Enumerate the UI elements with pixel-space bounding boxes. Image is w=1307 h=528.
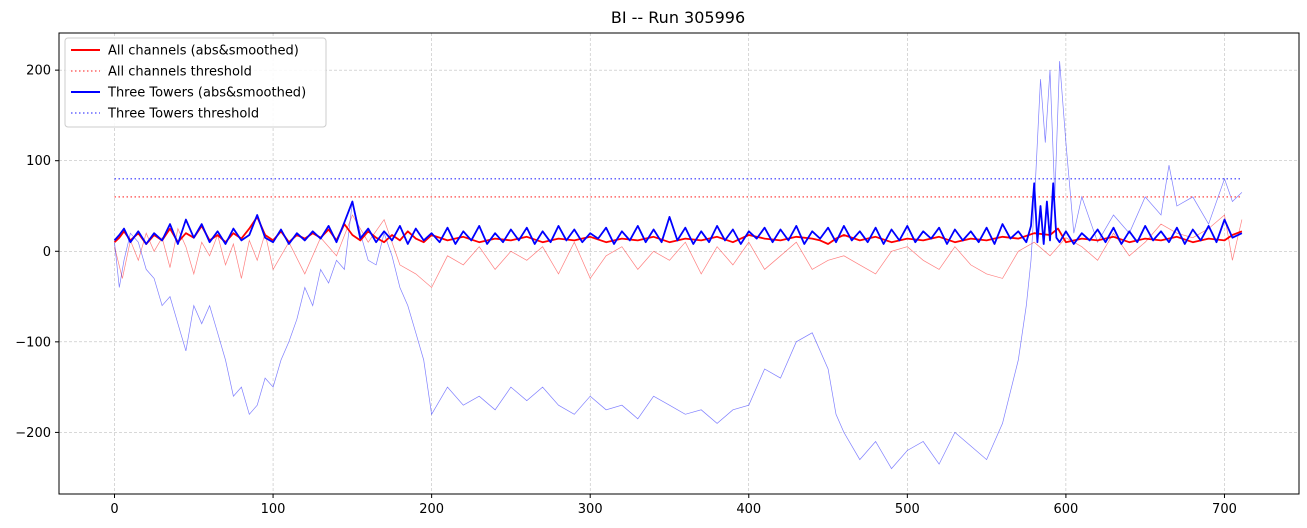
x-tick-label: 100	[261, 502, 286, 517]
legend: All channels (abs&smoothed) All channels …	[64, 37, 327, 128]
series-line	[113, 182, 1243, 245]
x-tick-label: 0	[110, 502, 118, 517]
x-tick-label: 600	[1053, 502, 1078, 517]
x-tick-label: 400	[736, 502, 761, 517]
series-group	[113, 61, 1243, 470]
legend-label: Three Towers (abs&smoothed)	[107, 86, 306, 101]
legend-label: All channels threshold	[108, 65, 252, 80]
x-tick-label: 700	[1212, 502, 1237, 517]
series-line	[113, 215, 1243, 245]
raw-signal-line	[114, 214, 1243, 289]
chart-title: BI -- Run 305996	[611, 8, 745, 27]
raw-signal-line	[114, 61, 1243, 470]
plot-frame	[58, 32, 1300, 495]
legend-label: All channels (abs&smoothed)	[108, 44, 299, 59]
y-tick-label: −200	[15, 426, 51, 441]
y-tick-label: 0	[43, 245, 51, 260]
y-tick-label: 200	[26, 64, 51, 79]
legend-label: Three Towers threshold	[107, 107, 259, 122]
y-axis: −200 −100 0 100 200	[15, 64, 59, 441]
y-tick-label: −100	[15, 335, 51, 350]
x-tick-label: 200	[419, 502, 444, 517]
y-tick-label: 100	[26, 154, 51, 169]
x-axis: 0 100 200 300 400 500 600 700	[110, 494, 1237, 517]
legend-box	[64, 37, 327, 128]
x-tick-label: 300	[578, 502, 603, 517]
x-tick-label: 500	[895, 502, 920, 517]
